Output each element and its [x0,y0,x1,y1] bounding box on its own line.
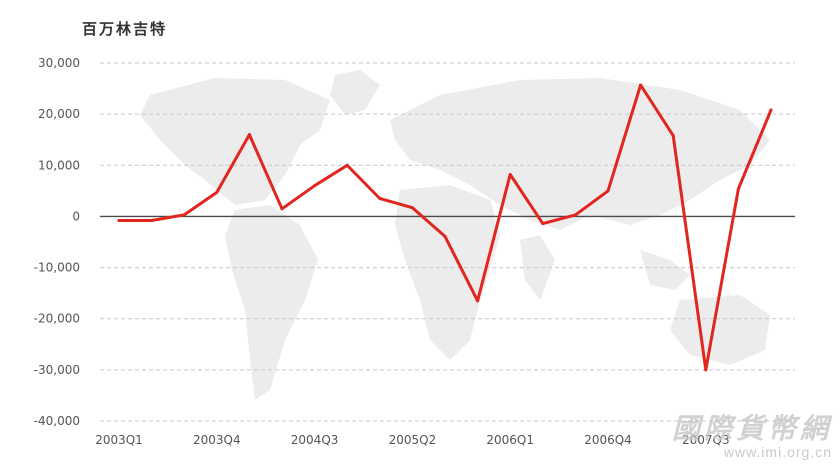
watermark-logo-text: 國際貨幣網 [671,412,832,445]
y-tick-label: -20,000 [34,312,80,326]
x-tick-label: 2006Q4 [584,433,632,447]
watermark: 國際貨幣網 www.imi.org.cn [671,412,832,461]
y-tick-label: -40,000 [34,414,80,428]
data-point [117,219,121,223]
data-point [345,163,349,167]
data-point [443,234,447,238]
data-point [476,299,480,303]
x-axis: 2003Q1 2003Q4 2004Q3 2005Q2 2006Q1 2006Q4 2007… [95,433,729,447]
y-tick-label: 0 [72,209,80,223]
data-point [182,213,186,217]
grid-lines [100,62,795,422]
x-tick-label: 2003Q1 [95,433,143,447]
data-point [215,190,219,194]
data-point [313,184,317,188]
data-point [508,172,512,176]
data-point [704,368,708,372]
data-point [378,197,382,201]
data-point [639,83,643,87]
unit-label: 百万林吉特 [82,20,168,38]
world-map-background [140,70,770,400]
y-tick-label: -10,000 [34,261,80,275]
y-tick-label: 20,000 [38,107,80,121]
data-point [736,187,740,191]
data-point [410,206,414,210]
data-point [280,207,284,211]
data-point [150,219,154,223]
x-tick-label: 2004Q3 [291,433,339,447]
data-points [117,83,773,372]
x-tick-label: 2006Q1 [486,433,534,447]
data-point [541,222,545,226]
watermark-url: www.imi.org.cn [723,444,832,460]
data-point [606,189,610,193]
x-tick-label: 2007Q3 [682,433,730,447]
y-axis: 30,000 20,000 10,000 0 -10,000 -20,000 -30,000… [34,56,80,428]
data-point [247,133,251,137]
y-tick-label: -30,000 [34,363,80,377]
x-tick-label: 2003Q4 [193,433,241,447]
y-tick-label: 10,000 [38,158,80,172]
y-tick-label: 30,000 [38,56,80,70]
data-point [573,213,577,217]
data-point [769,108,773,112]
data-point [671,134,675,138]
x-tick-label: 2005Q2 [389,433,437,447]
